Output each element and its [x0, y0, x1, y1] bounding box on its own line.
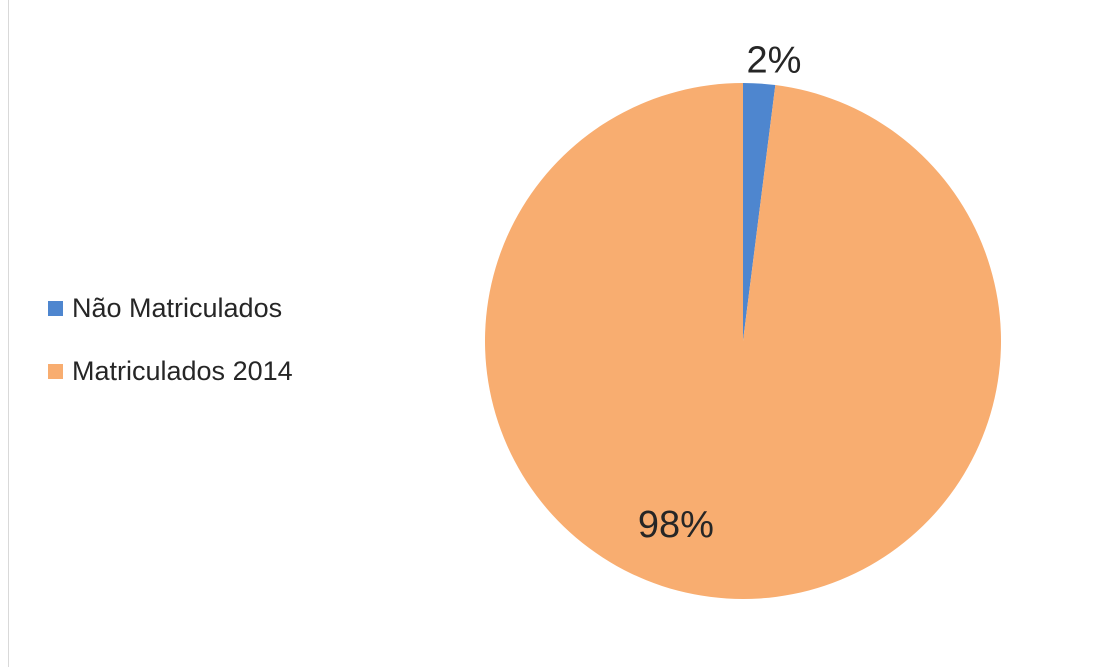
legend-item-matriculados-2014: Matriculados 2014	[48, 350, 293, 392]
data-label-matriculados-2014: 98%	[638, 504, 714, 546]
legend: Não Matriculados Matriculados 2014	[48, 287, 293, 413]
pie-data-labels: 2% 98%	[638, 39, 802, 545]
pie-slice-nao-matriculados	[743, 83, 776, 341]
pie-slice-matriculados-2014	[485, 82, 1002, 599]
chart-left-border	[8, 0, 9, 667]
legend-label-matriculados-2014: Matriculados 2014	[72, 355, 293, 386]
legend-item-nao-matriculados: Não Matriculados	[48, 287, 293, 329]
data-label-nao-matriculados: 2%	[746, 39, 801, 81]
legend-swatch-nao-matriculados	[48, 300, 63, 316]
legend-label-nao-matriculados: Não Matriculados	[72, 292, 283, 323]
legend-swatch-matriculados-2014	[48, 363, 63, 379]
pie-slices	[485, 82, 1002, 599]
